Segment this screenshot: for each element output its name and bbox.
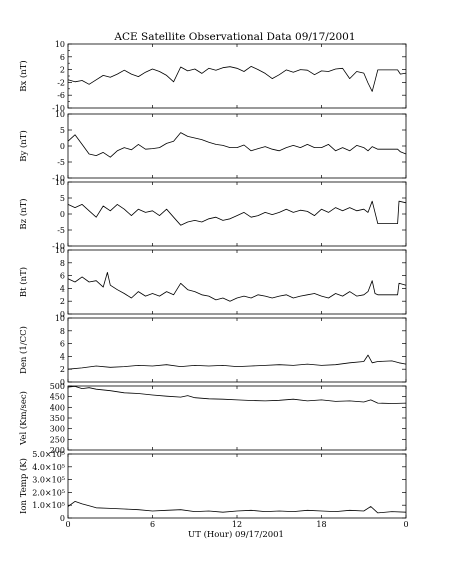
panel-frame <box>67 317 407 383</box>
x-axis-title: UT (Hour) 09/17/2001 <box>188 529 284 540</box>
x-tick-label: 0 <box>403 520 408 529</box>
y-axis-title: Bz (nT) <box>18 198 29 229</box>
panel-4: 10 8 6 4 2 0 Den (1/CC) <box>18 314 407 387</box>
y-tick-label: 6 <box>60 340 65 349</box>
series-line <box>67 200 407 226</box>
y-tick-label: 10 <box>55 178 65 187</box>
panel-frame <box>67 249 407 315</box>
x-tick-label: 12 <box>232 520 242 529</box>
series-line <box>67 501 407 514</box>
y-axis-title: By (nT) <box>18 130 29 162</box>
y-axis-title: Ion Temp (K) <box>18 458 29 514</box>
y-tick-label: 0 <box>60 142 65 151</box>
y-tick-label: -10 <box>52 174 65 183</box>
y-tick-label: 500 <box>50 382 65 391</box>
y-tick-label: 10 <box>55 40 65 49</box>
series-line <box>67 66 407 92</box>
y-tick-label: 5 <box>60 194 65 203</box>
series-line <box>67 386 407 404</box>
y-tick-label: 4 <box>60 352 65 361</box>
panel-0: 10 6 2 -2 -6 -10 Bx (nT) <box>18 40 407 113</box>
panel-3: 10 8 6 4 2 0 Bt (nT) <box>18 246 407 319</box>
y-tick-label: -6 <box>57 91 65 100</box>
y-tick-label: 2 <box>60 66 65 75</box>
panel-6: 5.0×10⁵ 4.0×10⁵ 3.0×10⁵ 2.0×10⁵ 1.0×10⁵ 0 Ion … <box>18 450 407 523</box>
panel-1: 10 5 0 -5 -10 By (nT) <box>18 110 407 183</box>
series-line <box>67 132 407 158</box>
y-tick-label: 450 <box>50 393 65 402</box>
y-axis-title: Bt (nT) <box>18 267 29 297</box>
y-tick-label: 8 <box>60 327 65 336</box>
y-tick-label: 6 <box>60 53 65 62</box>
y-tick-label: 0 <box>60 378 65 387</box>
x-tick-label: 6 <box>150 520 155 529</box>
y-tick-label: 350 <box>50 414 65 423</box>
y-tick-label: 8 <box>60 259 65 268</box>
chart-title: ACE Satellite Observational Data 09/17/2… <box>113 31 355 43</box>
panels: 10 6 2 -2 -6 -10 Bx (nT) 10 5 0 -5 -10 By (nT) 10 5 0 -5… <box>18 40 407 523</box>
y-tick-label: 400 <box>50 403 65 412</box>
y-axis-title: Vel (Km/sec) <box>18 391 29 446</box>
y-tick-label: 2 <box>60 297 65 306</box>
x-tick-label: 0 <box>65 520 70 529</box>
y-tick-label: 5.0×10⁵ <box>32 450 65 459</box>
x-tick-label: 18 <box>316 520 326 529</box>
y-axis-title: Den (1/CC) <box>18 326 29 374</box>
y-tick-label: 4 <box>60 284 65 293</box>
y-tick-label: 0 <box>60 514 65 523</box>
panel-frame <box>67 385 407 451</box>
y-tick-label: 300 <box>50 425 65 434</box>
panel-frame <box>67 181 407 247</box>
y-tick-label: 2.0×10⁵ <box>32 488 65 497</box>
y-tick-label: 2 <box>60 365 65 374</box>
series-line <box>67 272 407 302</box>
y-tick-label: 3.0×10⁵ <box>32 476 65 485</box>
y-tick-label: -10 <box>52 104 65 113</box>
y-tick-label: 5 <box>60 126 65 135</box>
y-tick-label: 250 <box>50 435 65 444</box>
y-tick-label: -5 <box>57 158 65 167</box>
y-tick-label: 10 <box>55 110 65 119</box>
y-tick-label: -10 <box>52 242 65 251</box>
y-tick-label: -5 <box>57 226 65 235</box>
y-tick-label: 200 <box>50 446 65 455</box>
y-tick-label: 10 <box>55 314 65 323</box>
y-axis-title: Bx (nT) <box>18 60 29 92</box>
y-tick-label: -2 <box>57 78 65 87</box>
y-tick-label: 6 <box>60 272 65 281</box>
y-tick-label: 10 <box>55 246 65 255</box>
y-tick-label: 0 <box>60 210 65 219</box>
y-tick-label: 4.0×10⁵ <box>32 463 65 472</box>
y-tick-label: 1.0×10⁵ <box>32 501 65 510</box>
series-line <box>67 354 407 370</box>
y-tick-label: 0 <box>60 310 65 319</box>
panel-2: 10 5 0 -5 -10 Bz (nT) <box>18 178 407 251</box>
panel-frame <box>67 43 407 109</box>
x-axis: 0 6 12 18 0 <box>65 520 408 529</box>
